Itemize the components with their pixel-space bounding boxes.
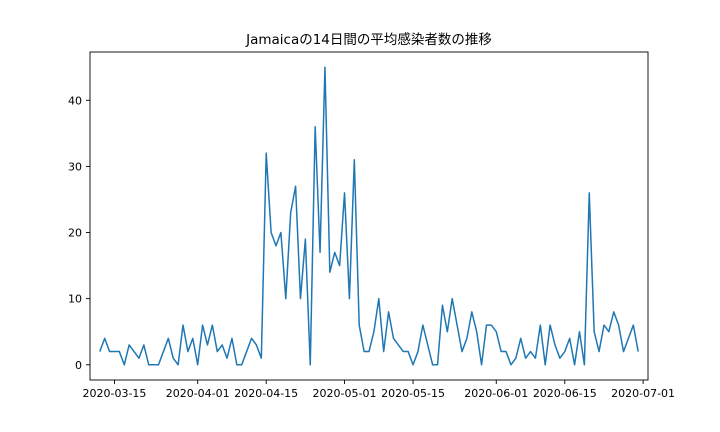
x-tick-label: 2020-05-01 — [313, 387, 377, 400]
y-tick-label: 20 — [68, 227, 82, 240]
y-tick-label: 0 — [75, 359, 82, 372]
plot-frame — [89, 51, 649, 381]
x-tick-label: 2020-04-01 — [166, 387, 230, 400]
x-tick-label: 2020-05-15 — [381, 387, 445, 400]
y-axis: 0 10 20 30 40 — [68, 94, 90, 372]
series-line — [99, 66, 639, 366]
x-axis: 2020-03-15 2020-04-01 2020-04-15 2020-05-01… — [83, 380, 675, 400]
x-tick-label: 2020-06-01 — [464, 387, 528, 400]
y-tick-label: 10 — [68, 293, 82, 306]
y-tick-label: 40 — [68, 94, 82, 107]
y-tick-label: 30 — [68, 160, 82, 173]
x-tick-label: 2020-04-15 — [234, 387, 298, 400]
x-tick-label: 2020-06-15 — [533, 387, 597, 400]
x-tick-label: 2020-03-15 — [83, 387, 147, 400]
chart-title: Jamaicaの14日間の平均感染者数の推移 — [245, 31, 492, 48]
x-tick-label: 2020-07-01 — [611, 387, 675, 400]
